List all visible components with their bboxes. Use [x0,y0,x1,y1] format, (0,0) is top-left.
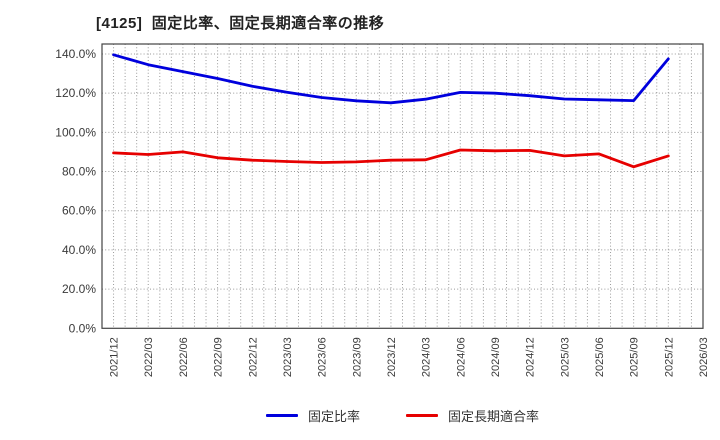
x-tick-label: 2024/12 [525,337,537,377]
series-line-fixed-ratio [112,53,670,105]
legend-item-fixed-longterm-ratio: 固定長期適合率 [406,406,539,425]
x-tick-label: 2024/09 [490,337,502,377]
y-tick-label: 0.0% [69,321,97,335]
x-tick-label: 2025/09 [629,337,641,377]
x-tick-label: 2023/09 [351,337,363,377]
x-tick-label: 2022/09 [213,337,225,377]
y-tick-label: 80.0% [62,165,96,179]
chart-title: [4125] 固定比率、固定長期適合率の推移 [96,15,385,32]
x-tick-label: 2023/12 [386,337,398,377]
x-tick-label: 2025/12 [663,337,675,377]
plot-border [101,43,704,329]
y-tick-label: 60.0% [62,204,96,218]
x-gridlines [113,44,692,329]
x-tick-label: 2022/12 [247,337,259,377]
blue-line-swatch-icon [265,414,298,417]
x-tick-label: 2024/03 [421,337,433,377]
x-tick-label: 2022/06 [178,337,190,377]
x-axis-labels: 2021/12 2022/03 2022/06 2022/09 2022/12 2023/… [109,337,710,377]
red-line-swatch-icon [406,414,438,417]
y-tick-label: 20.0% [62,282,96,296]
x-tick-label: 2023/06 [317,337,329,377]
y-axis-labels: 140.0% 120.0% 100.0% 80.0% 60.0% 40.0% 20.0% 0.… [55,47,96,335]
x-tick-label: 2025/03 [559,337,571,377]
chart-legend: 固定比率 固定長期適合率 [102,406,703,425]
y-tick-label: 140.0% [55,47,96,61]
x-tick-label: 2024/06 [455,337,467,377]
x-tick-label: 2026/03 [698,337,710,377]
y-tick-label: 120.0% [55,86,96,100]
legend-item-fixed-ratio: 固定比率 [265,406,360,425]
legend-label: 固定比率 [307,409,360,424]
x-tick-label: 2023/03 [282,337,294,377]
y-tick-label: 40.0% [62,243,96,257]
y-tick-label: 100.0% [55,125,96,139]
x-tick-label: 2022/03 [143,337,155,377]
x-tick-label: 2021/12 [109,337,121,377]
x-tick-label: 2025/06 [594,337,606,377]
series-line-fixed-longterm-ratio [112,148,670,169]
legend-label: 固定長期適合率 [448,409,540,424]
y-gridlines [102,53,703,290]
